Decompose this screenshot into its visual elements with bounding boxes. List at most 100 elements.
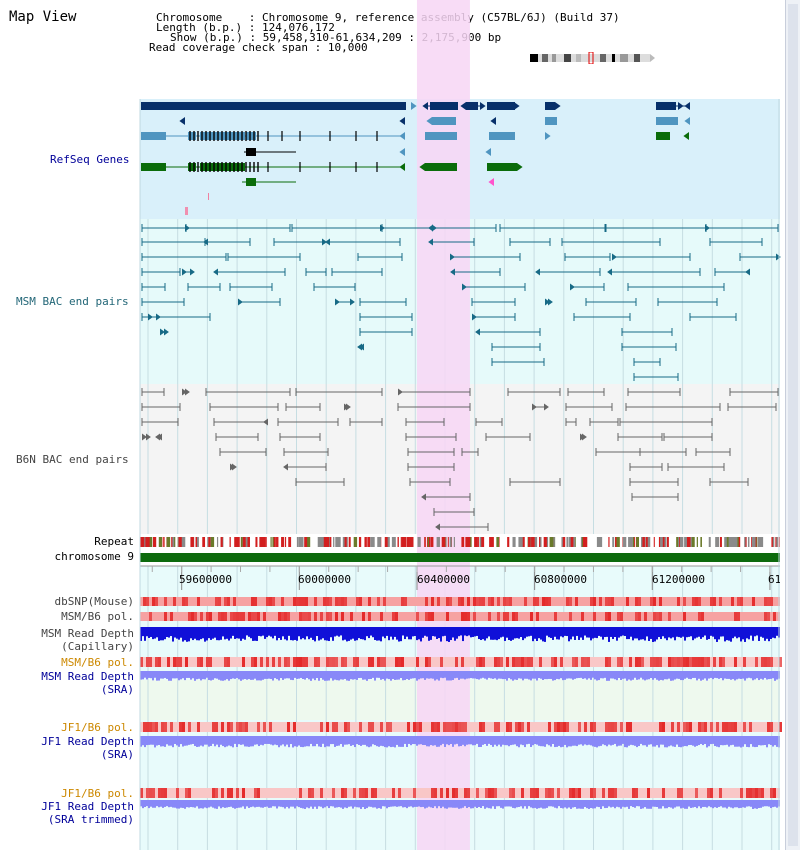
depth-bar: [298, 736, 300, 746]
depth-bar: [156, 627, 158, 638]
depth-bar: [230, 671, 232, 680]
heat-cell: [734, 657, 737, 667]
depth-bar: [426, 627, 428, 637]
bac-pair-row: [141, 313, 737, 321]
heat-cell: [650, 657, 653, 667]
depth-bar: [574, 800, 576, 808]
depth-bar: [226, 671, 228, 680]
depth-bar: [196, 800, 198, 807]
heat-cell: [749, 722, 752, 732]
bac-end-arrow: [582, 433, 587, 441]
heat-cell: [356, 597, 359, 606]
depth-bar: [486, 736, 488, 746]
depth-bar: [408, 800, 410, 807]
depth-bar: [400, 736, 402, 747]
depth-bar: [578, 671, 580, 678]
depth-bar: [698, 627, 700, 637]
repeat-element: [507, 537, 509, 547]
depth-bar: [288, 800, 290, 809]
heat-cell: [215, 788, 218, 798]
depth-bar: [614, 800, 616, 809]
heat-cell: [557, 722, 560, 732]
depth-bar: [488, 671, 490, 678]
heat-cell: [521, 722, 524, 732]
depth-bar: [624, 627, 626, 637]
heat-cell: [359, 722, 362, 732]
depth-bar: [670, 800, 672, 808]
scrollbar-track[interactable]: [788, 4, 798, 846]
depth-bar: [680, 671, 682, 681]
depth-bar: [258, 800, 260, 807]
depth-bar: [388, 736, 390, 747]
depth-bar: [550, 671, 552, 679]
vertical-scrollbar[interactable]: [785, 0, 800, 850]
depth-bar: [764, 736, 766, 746]
repeat-element: [270, 537, 272, 547]
heat-cell: [488, 597, 491, 606]
depth-bar: [674, 671, 676, 680]
heat-cell: [656, 657, 659, 667]
heat-cell: [719, 788, 722, 798]
heat-cell: [677, 722, 680, 732]
depth-bar: [652, 671, 654, 680]
heat-cell: [164, 788, 167, 798]
depth-bar: [370, 736, 372, 747]
depth-bar: [608, 627, 610, 642]
depth-bar: [294, 627, 296, 640]
depth-bar: [414, 800, 416, 807]
depth-bar: [324, 800, 326, 808]
heat-cell: [287, 722, 290, 732]
heat-cell: [641, 657, 644, 667]
depth-bar: [312, 671, 314, 679]
depth-bar: [498, 736, 500, 745]
repeat-element: [262, 537, 266, 547]
depth-bar: [752, 736, 754, 747]
chromosome-ideogram[interactable]: [528, 52, 658, 64]
depth-bar: [684, 627, 686, 641]
depth-bar: [144, 800, 146, 808]
depth-bar: [240, 627, 242, 641]
heat-cell: [380, 612, 383, 621]
depth-bar: [154, 627, 156, 639]
heat-cell: [314, 612, 317, 621]
depth-bar: [776, 627, 778, 636]
depth-bar: [350, 671, 352, 680]
depth-bar: [208, 736, 210, 747]
depth-bar: [456, 627, 458, 639]
heat-cell: [770, 597, 773, 606]
gene-exon: [246, 132, 256, 140]
heat-cell: [536, 788, 539, 798]
depth-bar: [694, 736, 696, 747]
repeat-element: [747, 537, 750, 547]
depth-bar: [558, 800, 560, 807]
depth-bar: [264, 671, 266, 679]
depth-bar: [694, 671, 696, 678]
heat-cell: [578, 788, 581, 798]
depth-bar: [194, 736, 196, 746]
depth-bar: [444, 800, 446, 809]
depth-bar: [222, 627, 224, 637]
depth-bar: [340, 736, 342, 745]
heat-cell: [380, 657, 383, 667]
depth-bar: [546, 627, 548, 636]
depth-bar: [734, 800, 736, 808]
depth-bar: [466, 736, 468, 745]
depth-bar: [766, 671, 768, 680]
heat-cell: [725, 722, 728, 732]
depth-bar: [508, 800, 510, 807]
ideogram-band: [612, 54, 615, 62]
depth-bar: [330, 736, 332, 745]
bac-pair-row: [433, 508, 475, 516]
depth-bar: [178, 627, 180, 640]
depth-bar: [212, 671, 214, 680]
depth-bar: [662, 627, 664, 637]
heat-cell: [662, 722, 665, 732]
heat-cell: [446, 612, 449, 621]
depth-bar: [210, 736, 212, 746]
depth-bar: [308, 627, 310, 640]
heat-cell: [320, 788, 323, 798]
depth-bar: [456, 671, 458, 678]
repeat-element: [158, 537, 162, 547]
